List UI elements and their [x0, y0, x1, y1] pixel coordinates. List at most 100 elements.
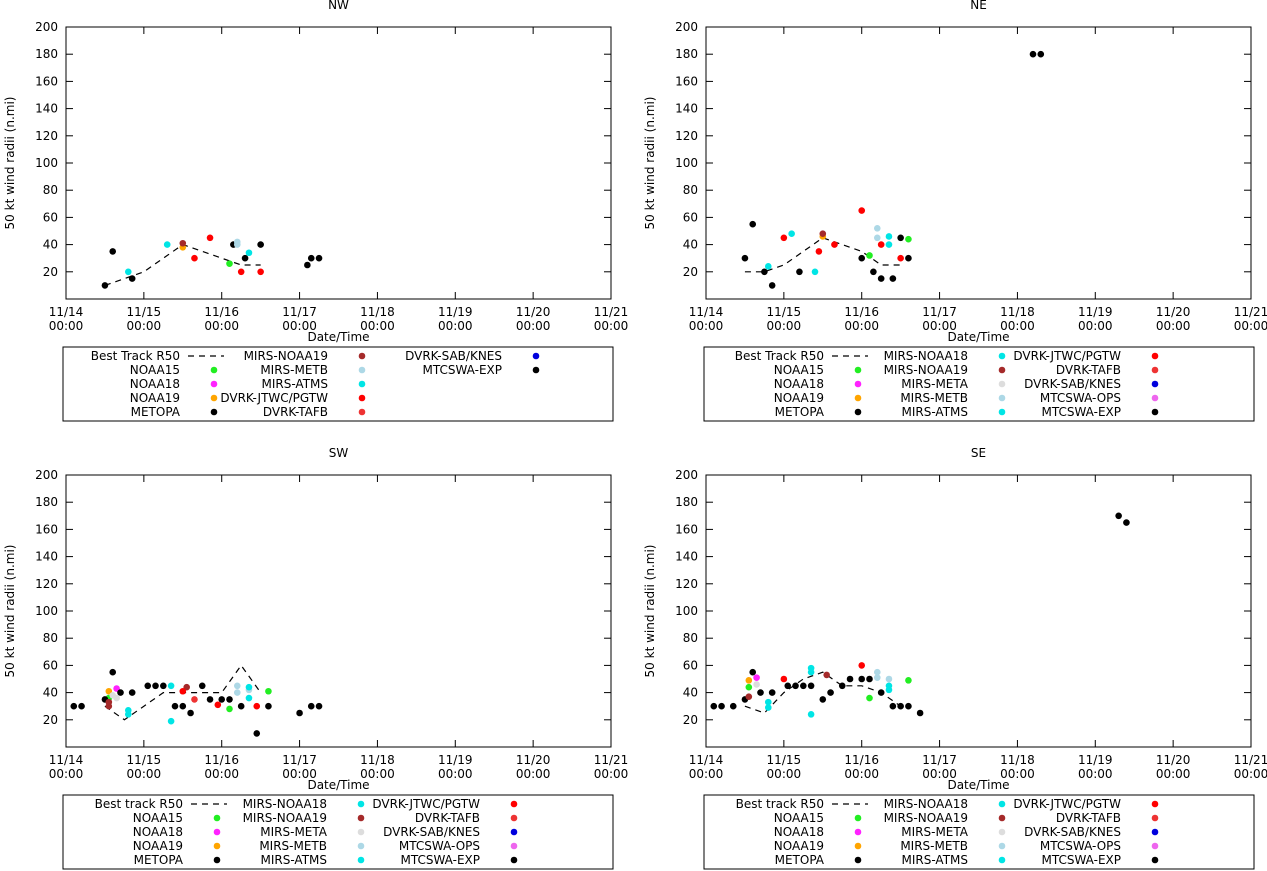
legend-label: MTCSWA-OPS — [399, 839, 480, 853]
legend-swatch-dot — [1151, 394, 1159, 402]
data-point-metopa — [718, 702, 725, 710]
legend-box — [703, 346, 1255, 422]
legend-label: DVRK-SAB/KNES — [1024, 377, 1121, 391]
legend-swatch-dot — [1151, 828, 1159, 836]
data-point-metopa — [253, 730, 261, 737]
data-point-metopa — [237, 702, 245, 710]
legend-label: MIRS-NOAA18 — [884, 349, 968, 363]
x-tick-date: 11/14 — [689, 753, 724, 767]
legend-label: METOPA — [775, 405, 825, 419]
legend-label: MIRS-NOAA19 — [884, 811, 968, 825]
x-tick-time: 00:00 — [49, 319, 84, 333]
data-point-metopa — [741, 254, 749, 262]
data-point-metopa — [206, 696, 214, 703]
data-point-mirs-metb — [873, 224, 881, 232]
legend-label: MIRS-METB — [259, 839, 327, 853]
data-point-metopa — [905, 254, 912, 262]
x-tick-date: 11/15 — [767, 305, 802, 319]
x-tick-date: 11/20 — [1156, 305, 1191, 319]
legend-label: METOPA — [131, 405, 181, 419]
data-point-metopa — [78, 702, 85, 710]
y-tick-label: 160 — [35, 522, 58, 536]
y-tick-label: 20 — [683, 265, 698, 279]
data-point-dvrk-jtwc-pgtw — [780, 675, 788, 683]
legend-label: MTCSWA-EXP — [1042, 853, 1122, 867]
x-tick-time: 00:00 — [922, 319, 957, 333]
legend-label: NOAA19 — [133, 839, 183, 853]
y-tick-label: 200 — [675, 468, 698, 482]
data-point-mirs-atms — [124, 706, 132, 714]
legend-label: MIRS-NOAA18 — [884, 797, 968, 811]
x-tick-date: 11/14 — [49, 753, 84, 767]
legend-swatch-dot — [1151, 366, 1159, 374]
data-point-mtcswa-exp — [1115, 512, 1122, 520]
data-point-metopa — [866, 675, 873, 683]
plot-frame — [65, 26, 612, 300]
chart-panel-sw: SW2040608010012014016018020011/1400:0011… — [3, 446, 628, 870]
data-point-metopa — [897, 702, 904, 710]
data-point-mtcswa-exp — [1123, 519, 1130, 526]
x-axis-label: Date/Time — [947, 330, 1009, 344]
data-point-metopa — [819, 696, 827, 703]
y-tick-label: 120 — [675, 129, 698, 143]
legend-label: DVRK-TAFB — [263, 405, 328, 419]
legend-swatch-dot — [213, 842, 221, 850]
data-point-mirs-atms — [163, 241, 171, 248]
y-tick-label: 200 — [675, 20, 698, 34]
x-tick-date: 11/20 — [516, 305, 551, 319]
y-tick-label: 60 — [43, 658, 58, 672]
x-axis-label: Date/Time — [307, 778, 369, 792]
data-point-dvrk-tafb — [191, 696, 198, 703]
x-tick-date: 11/18 — [1000, 753, 1035, 767]
data-point-metopa — [889, 702, 897, 710]
legend-label: NOAA15 — [774, 363, 824, 377]
y-tick-label: 140 — [675, 550, 698, 564]
y-tick-label: 200 — [35, 468, 58, 482]
y-tick-label: 160 — [675, 74, 698, 88]
y-tick-label: 40 — [43, 686, 58, 700]
legend-swatch-dot — [357, 828, 365, 836]
x-tick-time: 00:00 — [282, 319, 317, 333]
data-point-mirs-noaa19 — [183, 683, 190, 691]
legend-swatch-dot — [357, 842, 365, 850]
x-tick-date: 11/21 — [1234, 753, 1267, 767]
data-point-metopa — [101, 282, 109, 289]
x-tick-date: 11/21 — [1234, 305, 1267, 319]
best-track-line — [744, 237, 901, 273]
legend-swatch-dot — [854, 394, 862, 402]
data-point-dvrk-jtwc-pgtw — [858, 662, 866, 669]
data-point-mirs-metb — [873, 668, 881, 676]
data-point-mtcswa-exp — [307, 702, 315, 710]
data-point-metopa — [889, 275, 897, 282]
data-point-metopa — [304, 261, 311, 269]
legend-swatch-dot — [357, 800, 365, 808]
x-tick-date: 11/18 — [1000, 305, 1035, 319]
legend-label: METOPA — [775, 853, 825, 867]
x-tick-date: 11/15 — [767, 753, 802, 767]
data-point-metopa — [827, 689, 834, 696]
data-point-noaa19 — [105, 687, 113, 695]
legend-swatch-dot — [998, 352, 1006, 360]
data-point-mirs-atms — [245, 683, 253, 691]
y-tick-label: 60 — [683, 658, 698, 672]
data-point-metopa — [757, 689, 764, 696]
data-point-dvrk-jtwc-pgtw — [206, 234, 214, 242]
x-tick-date: 11/14 — [689, 305, 724, 319]
legend-label: NOAA18 — [130, 377, 180, 391]
data-point-metopa — [109, 668, 117, 676]
data-point-metopa — [846, 675, 854, 683]
legend-swatch-dot — [854, 842, 862, 850]
data-point-mirs-atms — [124, 268, 132, 276]
legend-swatch-dot — [998, 394, 1006, 402]
legend-swatch-dot — [510, 856, 518, 864]
x-tick-date: 11/19 — [1078, 305, 1113, 319]
x-tick-time: 00:00 — [438, 319, 473, 333]
data-point-metopa — [218, 696, 226, 703]
data-point-mirs-metb — [873, 674, 881, 681]
legend-swatch-dot — [854, 814, 862, 822]
data-point-mtcswa-exp — [307, 254, 315, 262]
legend-swatch-dot — [1151, 380, 1159, 388]
x-tick-date: 11/19 — [438, 753, 473, 767]
y-tick-label: 200 — [35, 20, 58, 34]
x-tick-time: 00:00 — [516, 767, 551, 781]
